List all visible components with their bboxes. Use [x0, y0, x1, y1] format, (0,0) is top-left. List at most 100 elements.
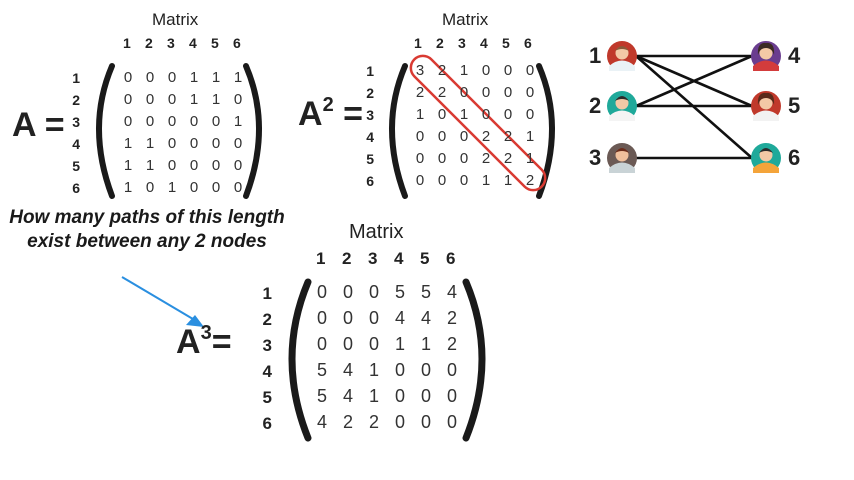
node-6-avatar — [751, 143, 781, 173]
matrix-a2-exponent: 2 — [322, 94, 334, 116]
matrix-cell: 2 — [481, 128, 491, 145]
matrix-cell: 1 — [167, 179, 177, 196]
matrix-cell: 0 — [481, 62, 491, 79]
matrix-cell: 0 — [446, 412, 457, 432]
matrix-a3-col-header: 5 — [420, 249, 430, 268]
matrix-cell: 0 — [481, 106, 491, 123]
matrix-a3-row-header: 3 — [262, 336, 272, 355]
matrix-a-row-header: 3 — [72, 114, 80, 130]
matrix-cell: 0 — [437, 106, 447, 123]
matrix-a-title: Matrix — [152, 10, 199, 29]
matrix-cell: 0 — [233, 157, 243, 174]
matrix-a-col-header: 4 — [189, 35, 197, 51]
matrix-cell: 0 — [525, 84, 535, 101]
matrix-cell: 2 — [368, 412, 379, 432]
matrix-cell: 2 — [503, 150, 513, 167]
matrix-cell: 2 — [525, 172, 535, 189]
matrix-cell: 0 — [394, 386, 405, 406]
matrix-cell: 0 — [167, 69, 177, 86]
matrix-a3-row-header: 6 — [262, 414, 272, 433]
matrix-cell: 0 — [233, 91, 243, 108]
matrix-a2-equals: = — [343, 95, 363, 133]
matrix-cell: 0 — [316, 308, 327, 328]
matrix-cell: 1 — [420, 334, 431, 354]
matrix-a3-col-header: 6 — [446, 249, 456, 268]
matrix-a-col-header: 6 — [233, 35, 241, 51]
matrix-cell: 0 — [503, 84, 513, 101]
question-text: How many paths of this length exist betw… — [9, 207, 285, 252]
matrix-cell: 0 — [420, 360, 431, 380]
matrix-cell: 0 — [525, 62, 535, 79]
matrix-cell: 1 — [415, 106, 425, 123]
matrix-cell: 2 — [415, 84, 425, 101]
matrix-a-row-header: 6 — [72, 180, 80, 196]
matrix-a-right-bracket — [243, 63, 262, 199]
matrix-a3-right-bracket — [462, 278, 486, 442]
matrix-a2-row-header: 1 — [366, 63, 374, 79]
matrix-cell: 4 — [446, 282, 457, 302]
matrix-cell: 1 — [481, 172, 491, 189]
matrix-cell: 0 — [437, 150, 447, 167]
matrix-cell: 0 — [415, 128, 425, 145]
matrix-cell: 0 — [233, 179, 243, 196]
matrix-a-col-header: 5 — [211, 35, 219, 51]
matrix-a3-col-header: 2 — [342, 249, 352, 268]
matrix-cell: 1 — [394, 334, 405, 354]
question-arrow — [121, 276, 199, 323]
matrix-a-left-bracket — [96, 63, 115, 199]
matrix-cell: 0 — [167, 135, 177, 152]
matrix-a-row-header: 5 — [72, 158, 80, 174]
matrix-a2-col-header: 6 — [524, 35, 532, 51]
matrix-a-equals: = — [44, 106, 65, 144]
matrix-cell: 2 — [503, 128, 513, 145]
matrix-a-row-header: 1 — [72, 70, 80, 86]
matrix-cell: 4 — [394, 308, 405, 328]
matrix-cell: 0 — [211, 113, 221, 130]
matrix-a2-row-header: 4 — [366, 129, 374, 145]
matrix-cell: 1 — [503, 172, 513, 189]
matrix-a-col-header: 2 — [145, 35, 153, 51]
matrix-cell: 1 — [145, 135, 155, 152]
matrix-cell: 2 — [481, 150, 491, 167]
node-label-1: 1 — [589, 43, 602, 68]
matrix-cell: 0 — [481, 84, 491, 101]
matrix-a3-equals: = — [211, 323, 232, 361]
matrix-cell: 0 — [167, 113, 177, 130]
matrix-cell: 1 — [233, 113, 243, 130]
node-label-5: 5 — [788, 93, 801, 118]
matrix-cell: 0 — [525, 106, 535, 123]
matrix-a3-exponent: 3 — [200, 322, 212, 344]
matrix-a-row-header: 2 — [72, 92, 80, 108]
matrix-cell: 0 — [503, 106, 513, 123]
matrix-cell: 0 — [233, 135, 243, 152]
matrix-a2-col-header: 1 — [414, 35, 422, 51]
matrix-cell: 1 — [123, 157, 133, 174]
matrix-cell: 0 — [342, 308, 353, 328]
matrix-a2-col-header: 3 — [458, 35, 466, 51]
matrix-a2-left-bracket — [389, 63, 408, 199]
matrix-cell: 0 — [342, 334, 353, 354]
matrix-cell: 0 — [123, 69, 133, 86]
matrix-cell: 1 — [189, 91, 199, 108]
matrix-a-col-header: 1 — [123, 35, 131, 51]
matrix-cell: 2 — [446, 308, 457, 328]
matrix-a3-col-header: 4 — [394, 249, 404, 268]
question-arrow-head — [186, 315, 204, 327]
matrix-a-label-letter: A — [12, 106, 36, 144]
matrix-cell: 2 — [437, 62, 447, 79]
matrix-a3-col-header: 1 — [316, 249, 326, 268]
matrix-cell: 0 — [459, 84, 469, 101]
matrix-cell: 3 — [415, 62, 425, 79]
matrix-cell: 0 — [446, 386, 457, 406]
matrix-cell: 5 — [420, 282, 431, 302]
matrix-cell: 0 — [420, 412, 431, 432]
matrix-cell: 0 — [368, 282, 379, 302]
matrix-cell: 0 — [503, 62, 513, 79]
matrix-cell: 0 — [189, 157, 199, 174]
matrix-a-row-header: 4 — [72, 136, 80, 152]
matrix-cell: 4 — [342, 360, 353, 380]
matrix-cell: 2 — [342, 412, 353, 432]
matrix-cell: 1 — [233, 69, 243, 86]
matrix-cell: 0 — [446, 360, 457, 380]
